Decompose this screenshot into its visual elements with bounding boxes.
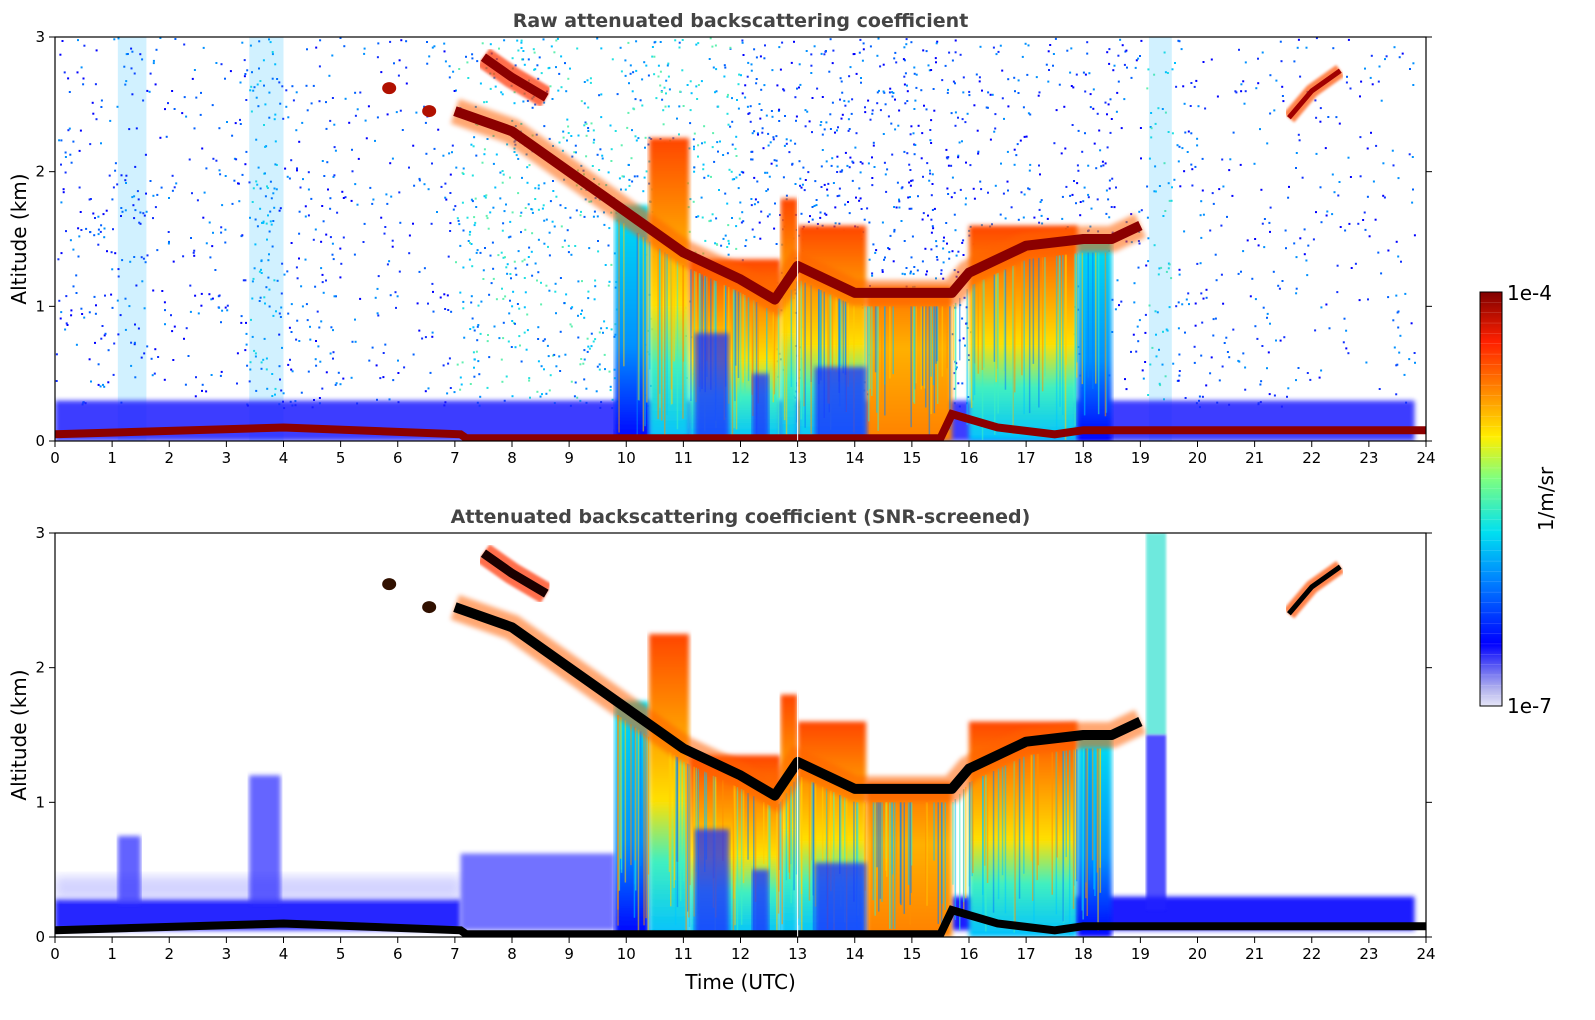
x-tick-label: 18 [1074,449,1093,467]
x-tick-label: 8 [507,449,517,467]
x-tick-label: 22 [1302,449,1321,467]
heatmap-panel-2: 0 1 2 3 4 5 6 7 8 9 10 11 12 13 14 15 16 17 18 19 20 21 22 23 24… [7,506,1436,994]
x-tick-label: 0 [50,449,60,467]
y-tick-label: 1 [35,297,45,315]
x-tick-label: 15 [902,449,921,467]
y-tick-label: 2 [35,163,45,181]
x-tick-label: 19 [1131,449,1150,467]
x-tick-label: 10 [617,945,636,963]
colorbar-max-label: 1e-4 [1507,281,1552,305]
x-axis-label: Time (UTC) [684,970,796,994]
heatmap-plot-area [55,533,1426,937]
cloud-curtains [614,138,1112,441]
x-tick-label: 23 [1359,945,1378,963]
x-tick-label: 17 [1017,449,1036,467]
x-tick-label: 9 [564,449,574,467]
y-tick-label: 2 [35,659,45,677]
panel-title: Attenuated backscattering coefficient (S… [451,506,1031,528]
x-tick-label: 4 [279,449,289,467]
x-tick-label: 1 [107,945,117,963]
x-tick-label: 22 [1302,945,1321,963]
x-tick-label: 12 [731,945,750,963]
x-tick-label: 7 [450,449,460,467]
y-tick-label: 3 [35,524,45,542]
x-tick-label: 20 [1188,945,1207,963]
descending-cloud-layer [382,48,1345,317]
x-tick-label: 15 [902,945,921,963]
x-tick-label: 17 [1017,945,1036,963]
x-tick-label: 0 [50,945,60,963]
x-tick-label: 3 [222,945,232,963]
x-tick-label: 11 [674,945,693,963]
x-tick-label: 13 [788,449,807,467]
x-tick-label: 1 [107,449,117,467]
x-tick-label: 24 [1416,945,1435,963]
x-tick-label: 20 [1188,449,1207,467]
y-tick-label: 1 [35,793,45,811]
x-tick-label: 19 [1131,945,1150,963]
x-tick-label: 5 [336,945,346,963]
x-tick-label: 6 [393,945,403,963]
x-tick-label: 9 [564,945,574,963]
y-tick-label: 0 [35,432,45,450]
y-axis-label: Altitude (km) [7,669,31,800]
x-tick-label: 2 [164,945,174,963]
x-tick-label: 24 [1416,449,1435,467]
x-tick-label: 16 [959,449,978,467]
x-tick-label: 8 [507,945,517,963]
colorbar-unit-label: 1/m/sr [1534,466,1558,531]
heatmap-plot-area [55,37,1426,441]
x-tick-label: 23 [1359,449,1378,467]
y-tick-label: 3 [35,28,45,46]
x-tick-label: 3 [222,449,232,467]
surface-layer [55,905,1426,937]
x-tick-label: 16 [959,945,978,963]
x-tick-label: 21 [1245,945,1264,963]
colorbar-min-label: 1e-7 [1507,694,1552,718]
x-tick-label: 13 [788,945,807,963]
x-tick-label: 6 [393,449,403,467]
colorbar: 1e-4 1e-7 1/m/sr [1479,281,1558,718]
x-tick-label: 2 [164,449,174,467]
x-tick-label: 10 [617,449,636,467]
descending-cloud-layer [382,544,1345,813]
x-tick-label: 14 [845,945,864,963]
panel-title: Raw attenuated backscattering coefficien… [513,10,969,32]
x-tick-label: 5 [336,449,346,467]
colorbar-gradient [1480,292,1502,706]
x-tick-label: 18 [1074,945,1093,963]
x-tick-label: 21 [1245,449,1264,467]
x-tick-label: 12 [731,449,750,467]
x-tick-label: 4 [279,945,289,963]
y-axis-label: Altitude (km) [7,173,31,304]
y-tick-label: 0 [35,928,45,946]
x-tick-label: 11 [674,449,693,467]
x-tick-label: 7 [450,945,460,963]
surface-layer [55,409,1426,441]
x-tick-label: 14 [845,449,864,467]
heatmap-panel-1: 0 1 2 3 4 5 6 7 8 9 10 11 12 13 14 15 16 17 18 19 20 21 22 23 24… [7,10,1436,467]
colorbar-frame [1479,291,1503,707]
